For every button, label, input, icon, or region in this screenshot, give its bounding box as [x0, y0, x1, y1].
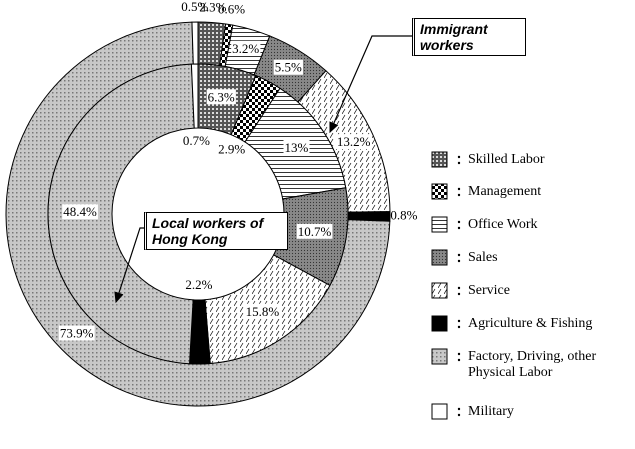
legend-label: Factory, Driving, other Physical Labor [468, 349, 597, 380]
value-label: 13.2% [337, 134, 371, 149]
value-label: 0.7% [183, 133, 210, 148]
legend-label: Skilled Labor [468, 152, 545, 167]
legend-swatch [431, 403, 448, 420]
label-bg [335, 134, 372, 150]
legend-swatch [431, 183, 448, 200]
value-label: 2.9% [218, 141, 245, 156]
label-bg [244, 303, 281, 319]
legend-swatch [431, 282, 448, 299]
legend-colon [457, 413, 461, 417]
legend-label: Service [468, 283, 510, 298]
legend-label: Office Work [468, 217, 538, 232]
legend-colon [457, 161, 461, 165]
legend-label: Management [468, 184, 542, 199]
label-bg [58, 325, 95, 341]
legend-colon [457, 286, 461, 290]
legend-swatch [431, 315, 448, 332]
label-bg [273, 59, 303, 75]
legend-swatch [431, 216, 448, 233]
legend-colon [457, 259, 461, 263]
legend-colon [457, 325, 461, 329]
legend-colon [457, 253, 461, 257]
label-bg [296, 223, 333, 239]
legend-label: Sales [468, 250, 498, 265]
slice [191, 21, 199, 65]
slice [190, 63, 199, 129]
legend-colon [457, 352, 461, 356]
legend-colon [457, 155, 461, 159]
legend-colon [457, 358, 461, 362]
legend-label: Military [468, 404, 514, 419]
slice [47, 63, 195, 365]
legend-swatch [431, 348, 448, 365]
value-label: 15.8% [246, 304, 280, 319]
legend-colon [457, 319, 461, 323]
legend-colon [457, 220, 461, 224]
value-label: 2.3% [199, 0, 226, 15]
value-label: 6.3% [208, 89, 235, 104]
label-bg [62, 204, 98, 220]
legend-colon [457, 407, 461, 411]
legend-colon [457, 226, 461, 230]
value-label: 48.4% [63, 204, 97, 219]
annotation: Immigrant workers [412, 18, 526, 56]
legend-label: Agriculture & Fishing [468, 316, 593, 331]
value-label: 0.6% [218, 2, 245, 17]
value-label: 0.8% [390, 208, 417, 223]
legend-colon [457, 292, 461, 296]
label-bg [231, 40, 261, 56]
value-label: 10.7% [298, 224, 332, 239]
legend-swatch [431, 249, 448, 266]
legend-colon [457, 187, 461, 191]
annotation: Local workers of Hong Kong [144, 212, 288, 250]
value-label: 73.9% [60, 326, 94, 341]
value-label: 5.5% [275, 60, 302, 75]
label-bg [206, 89, 236, 105]
value-label: 3.2% [232, 41, 259, 56]
value-label: 13% [284, 140, 308, 155]
value-label: 2.2% [185, 277, 212, 292]
legend-swatch [431, 151, 448, 168]
legend-colon [457, 193, 461, 197]
arrow [329, 35, 415, 134]
label-bg [283, 139, 310, 155]
value-label: 0.5% [181, 0, 208, 14]
